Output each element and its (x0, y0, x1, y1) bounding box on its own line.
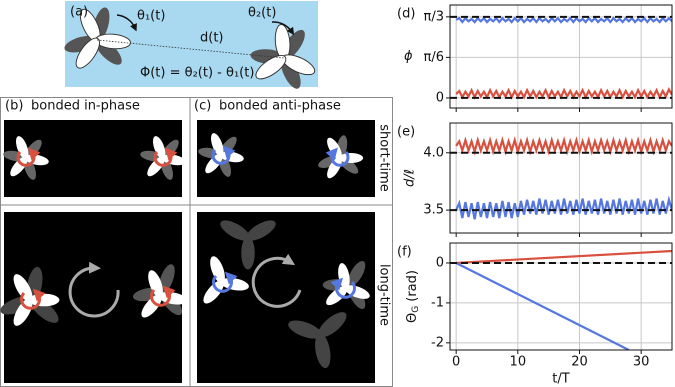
y-tick-label: π/6 (424, 50, 444, 65)
y-tick-label: -1 (431, 295, 444, 310)
y-axis-label: ΘG (rad) (405, 270, 421, 323)
y-tick-label: 0 (436, 255, 444, 270)
data-line (455, 195, 672, 220)
axes-frame (449, 122, 673, 234)
data-line (455, 16, 672, 24)
long-time-images (0, 195, 387, 375)
panel-label: (b) (5, 99, 23, 114)
panel-label: (e) (397, 125, 415, 140)
figure-element (20, 288, 46, 310)
y-tick-label: 4.0 (423, 145, 444, 160)
figure-element (330, 277, 356, 299)
data-line (455, 136, 672, 156)
rotation-arrow (271, 21, 295, 36)
panel-label: (a) (70, 5, 88, 20)
data-line (456, 249, 672, 265)
data-line (455, 261, 630, 350)
figure-element (153, 147, 178, 167)
panel-label: (f) (397, 245, 412, 260)
row-label: short-time (377, 124, 392, 191)
figure-element (68, 261, 120, 318)
y-axis-label: d/ℓ (403, 169, 418, 187)
data-line (455, 86, 672, 100)
y-tick-label: 3.5 (423, 203, 444, 218)
y-tick-label: -2 (431, 335, 444, 350)
x-axis-label: t/T (552, 372, 569, 387)
y-tick-label: π/3 (424, 9, 444, 24)
row-label: long-time (377, 264, 392, 326)
short-time-images (0, 122, 368, 185)
figure-element (325, 147, 350, 167)
y-axis-label-sub: G (411, 306, 421, 313)
figure-element (16, 147, 41, 167)
axes-frame (449, 242, 673, 351)
panel-label: (c) (194, 99, 211, 114)
x-tick-label: 0 (452, 355, 460, 370)
y-tick-label: 0 (436, 90, 444, 105)
theta-2-label: θ₂(t) (248, 6, 276, 21)
figure-element (211, 145, 236, 165)
figure-element (150, 285, 176, 307)
x-tick-label: 30 (633, 355, 650, 370)
panel-title: bonded in-phase (31, 99, 140, 114)
equation: Φ(t) = θ₂(t) - θ₁(t) (140, 66, 254, 81)
rotation-arrow (116, 14, 137, 32)
axes-frame (449, 4, 673, 109)
theta-1-label: θ₁(t) (137, 9, 165, 24)
distance-label: d(t) (200, 31, 224, 46)
x-tick-label: 10 (510, 355, 527, 370)
y-axis-label-rest: (rad) (405, 270, 420, 302)
y-axis-label: ϕ (404, 49, 413, 64)
figure-element (251, 253, 302, 308)
panel-label: (d) (397, 7, 415, 22)
distance-line (96, 39, 285, 59)
panel-title: bonded anti-phase (219, 99, 341, 114)
x-tick-label: 20 (571, 355, 588, 370)
figure-element (212, 271, 238, 293)
y-axis-label-main: Θ (405, 313, 420, 323)
